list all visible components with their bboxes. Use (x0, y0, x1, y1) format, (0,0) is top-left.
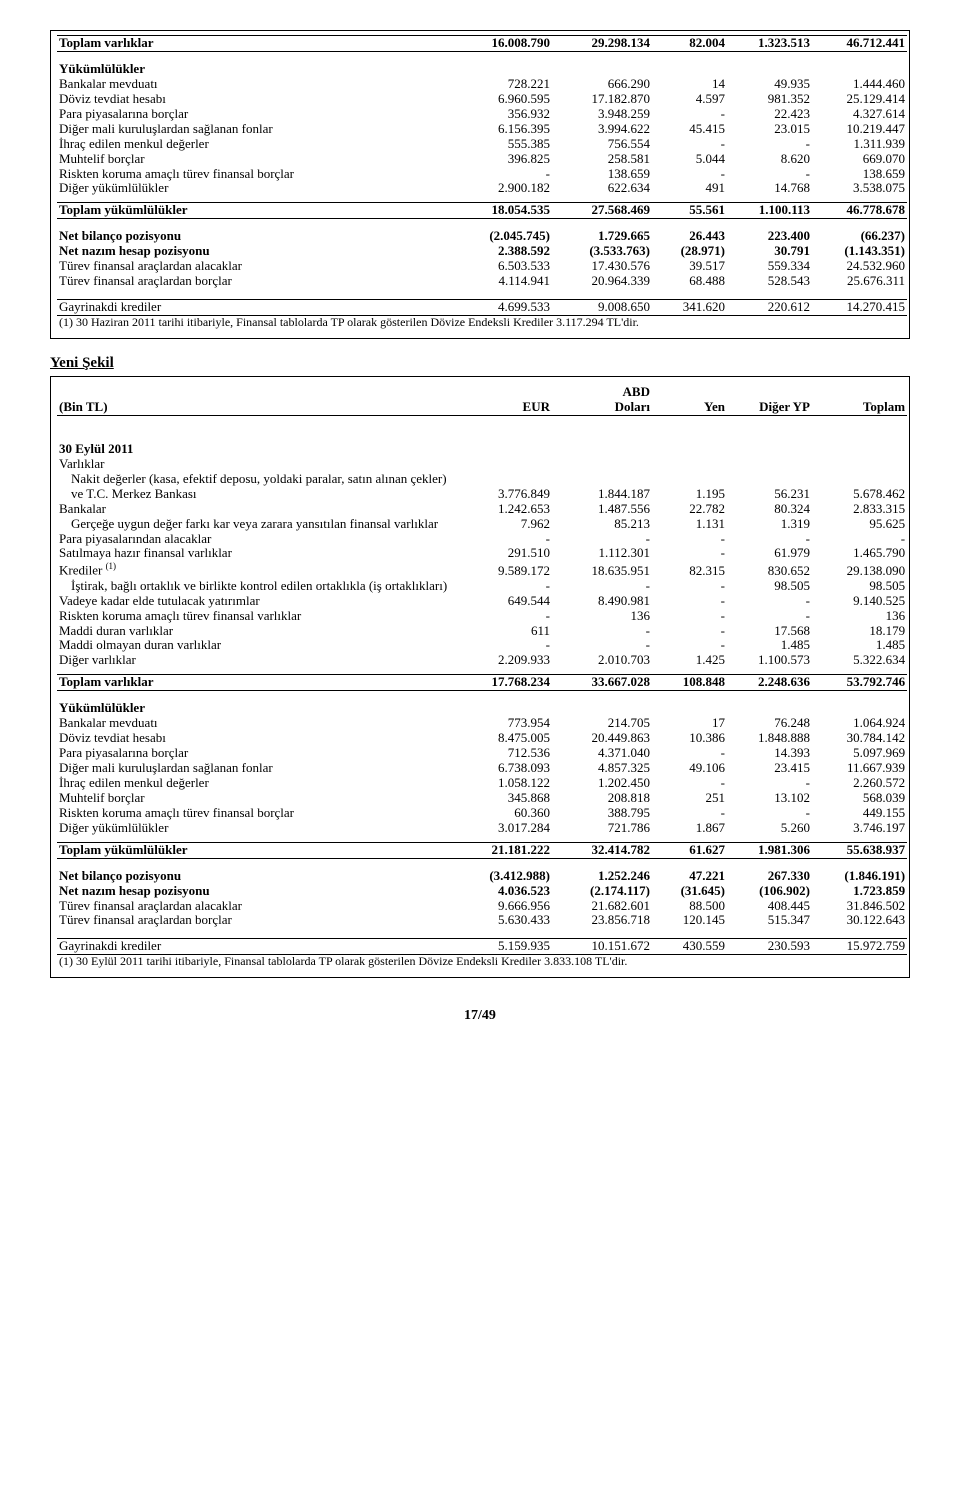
table-row: Krediler (1)9.589.17218.635.95182.315830… (57, 561, 907, 578)
liabilities-heading: Yükümlülükler (57, 701, 907, 716)
table-row: Gerçeğe uygun değer farkı kar veya zarar… (57, 517, 907, 532)
net-offbalance-row: Net nazım hesap pozisyonu2.388.592(3.533… (57, 244, 907, 259)
total-assets-row: Toplam varlıklar17.768.23433.667.028108.… (57, 675, 907, 691)
net-balance-row: Net bilanço pozisyonu(2.045.745)1.729.66… (57, 229, 907, 244)
table1: Toplam varlıklar16.008.79029.298.13482.0… (57, 35, 907, 330)
table-row: Diğer varlıklar2.209.9332.010.7031.4251.… (57, 653, 907, 668)
deriv-payables-row: Türev finansal araçlardan borçlar4.114.9… (57, 274, 907, 289)
table-row: Döviz tevdiat hesabı6.960.59517.182.8704… (57, 92, 907, 107)
table-row: Diğer yükümlülükler3.017.284721.7861.867… (57, 821, 907, 836)
footnote: (1) 30 Eylül 2011 tarihi itibariyle, Fin… (57, 955, 907, 969)
deriv-receivables-row: Türev finansal araçlardan alacaklar9.666… (57, 899, 907, 914)
table-row: Muhtelif borçlar396.825258.5815.0448.620… (57, 152, 907, 167)
table-row: Diğer yükümlülükler2.900.182622.63449114… (57, 181, 907, 196)
table-row: Vadeye kadar elde tutulacak yatırımlar64… (57, 594, 907, 609)
table2-box: ABD(Bin TL)EURDolarıYenDiğer YPToplam 30 … (50, 376, 910, 978)
header-row-1: ABD (57, 385, 907, 400)
table-row: Riskten koruma amaçlı türev finansal var… (57, 609, 907, 624)
table-row: Maddi olmayan duran varlıklar---1.4851.4… (57, 638, 907, 653)
yeni-sekil-title: Yeni Şekil (50, 355, 910, 372)
table-row: Para piyasalarına borçlar712.5364.371.04… (57, 746, 907, 761)
table-row: Riskten koruma amaçlı türev finansal bor… (57, 806, 907, 821)
table-row: İhraç edilen menkul değerler1.058.1221.2… (57, 776, 907, 791)
table2: ABD(Bin TL)EURDolarıYenDiğer YPToplam 30 … (57, 381, 907, 969)
table-row: Diğer mali kuruluşlardan sağlanan fonlar… (57, 122, 907, 137)
net-offbalance-row: Net nazım hesap pozisyonu4.036.523(2.174… (57, 884, 907, 899)
table-row: Bankalar mevduatı773.954214.7051776.2481… (57, 716, 907, 731)
table-row: Bankalar1.242.6531.487.55622.78280.3242.… (57, 502, 907, 517)
table-row: Para piyasalarından alacaklar----- (57, 532, 907, 547)
table-row: Nakit değerler (kasa, efektif deposu, yo… (57, 472, 907, 502)
table-row: Bankalar mevduatı728.221666.2901449.9351… (57, 77, 907, 92)
footnote: (1) 30 Haziran 2011 tarihi itibariyle, F… (57, 316, 907, 330)
table-row: Riskten koruma amaçlı türev finansal bor… (57, 167, 907, 182)
header-row-2: (Bin TL)EURDolarıYenDiğer YPToplam (57, 400, 907, 415)
table-row: İştirak, bağlı ortaklık ve birlikte kont… (57, 579, 907, 594)
table-row: İhraç edilen menkul değerler555.385756.5… (57, 137, 907, 152)
noncash-loans-row: Gayrinakdi krediler4.699.5339.008.650341… (57, 300, 907, 316)
table-row: Maddi duran varlıklar611--17.56818.179 (57, 624, 907, 639)
page-number: 17/49 (50, 1008, 910, 1024)
table-row: Diğer mali kuruluşlardan sağlanan fonlar… (57, 761, 907, 776)
table-row: Döviz tevdiat hesabı8.475.00520.449.8631… (57, 731, 907, 746)
net-balance-row: Net bilanço pozisyonu(3.412.988)1.252.24… (57, 869, 907, 884)
liabilities-heading: Yükümlülükler (57, 62, 907, 77)
table-row: Satılmaya hazır finansal varlıklar291.51… (57, 546, 907, 561)
table1-box: Toplam varlıklar16.008.79029.298.13482.0… (50, 30, 910, 339)
total-liabilities-row: Toplam yükümlülükler21.181.22232.414.782… (57, 842, 907, 858)
total-assets-row: Toplam varlıklar16.008.79029.298.13482.0… (57, 36, 907, 52)
table-row: Para piyasalarına borçlar356.9323.948.25… (57, 107, 907, 122)
assets-heading: Varlıklar (57, 457, 907, 472)
table-row: Muhtelif borçlar345.868208.81825113.1025… (57, 791, 907, 806)
noncash-loans-row: Gayrinakdi krediler5.159.93510.151.67243… (57, 939, 907, 955)
date-heading: 30 Eylül 2011 (57, 442, 907, 457)
deriv-receivables-row: Türev finansal araçlardan alacaklar6.503… (57, 259, 907, 274)
deriv-payables-row: Türev finansal araçlardan borçlar5.630.4… (57, 913, 907, 928)
total-liabilities-row: Toplam yükümlülükler18.054.53527.568.469… (57, 203, 907, 219)
